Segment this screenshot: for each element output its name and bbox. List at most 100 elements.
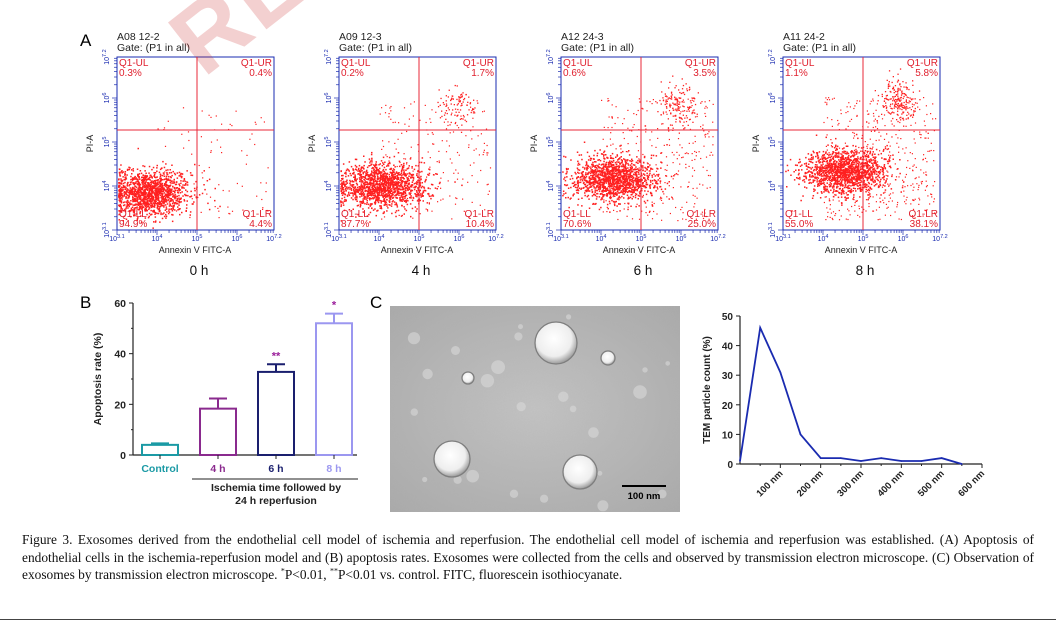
y-tick: 106: [102, 93, 111, 104]
quadrant-ll-value: 55.0%: [785, 219, 813, 230]
y-tick: 106: [768, 93, 777, 104]
y-tick-label: 104: [102, 181, 111, 192]
data-point: [880, 457, 882, 459]
quadrant-ur-value: 0.4%: [249, 68, 272, 79]
y-tick: 104: [324, 181, 333, 192]
exosome-vesicle-4: [600, 350, 616, 366]
quadrant-lr-label: Q1-LR: [243, 209, 272, 220]
data-point: [759, 327, 761, 329]
significance-marker: **: [272, 350, 281, 362]
data-point: [900, 460, 903, 462]
y-tick-label: 40: [722, 342, 734, 353]
panel-c-letter: C: [370, 293, 383, 312]
flow-plot-frame: [116, 56, 275, 231]
y-tick-label: 105: [546, 137, 555, 148]
x-axis-minor-ticks: [560, 230, 718, 235]
time-label: 6 h: [634, 263, 653, 278]
quadrant-ul-value: 0.3%: [119, 68, 142, 79]
quadrant-lr-label: Q1-LR: [465, 209, 494, 220]
x-tick-label: 104: [152, 234, 163, 243]
y-tick-label: 106: [768, 93, 777, 104]
bar-label: 6 h: [268, 463, 283, 475]
flow-sample-id: A11 24-2: [783, 31, 825, 43]
y-axis-label: Apoptosis rate (%): [92, 333, 104, 426]
y-tick-label: 10: [722, 430, 734, 441]
x-tick-label: 103.1: [553, 234, 568, 243]
flow-sample-id: A09 12-3: [339, 31, 382, 43]
figure-caption: Figure 3. Exosomes derived from the endo…: [22, 531, 1034, 584]
y-axis-label: PI-A: [85, 135, 95, 153]
quadrant-ur-label: Q1-UR: [907, 58, 938, 69]
y-tick: 107.2: [324, 49, 333, 64]
quadrant-ur-value: 3.5%: [693, 68, 716, 79]
x-tick-label: 103.1: [331, 234, 346, 243]
y-tick: 104: [768, 181, 777, 192]
x-tick-label: 105: [858, 234, 869, 243]
flow-plot-frame: [560, 56, 719, 231]
quadrant-ll-value: 94.9%: [119, 219, 147, 230]
y-axis-label: TEM particle count (%): [702, 336, 713, 444]
x-tick-label: 107.2: [488, 234, 503, 243]
x-tick-label: 400 nm: [876, 468, 907, 499]
x-axis-label: Annexin V FITC-A: [825, 245, 898, 255]
x-tick-label: 104: [596, 234, 607, 243]
data-point: [920, 460, 923, 462]
quadrant-ul-label: Q1-UL: [563, 58, 593, 69]
quadrant-ur-label: Q1-UR: [685, 58, 716, 69]
y-axis-minor-ticks: [778, 57, 783, 231]
y-axis-minor-ticks: [556, 57, 561, 231]
bar-label: Control: [141, 463, 178, 475]
quadrant-ur-label: Q1-UR: [241, 58, 272, 69]
bar-label: 4 h: [210, 463, 225, 475]
bar-label: 8 h: [326, 463, 341, 475]
y-tick-label: 104: [768, 181, 777, 192]
x-axis-label: Annexin V FITC-A: [381, 245, 454, 255]
x-tick-label: 104: [818, 234, 829, 243]
y-axis-minor-ticks: [334, 57, 339, 231]
quadrant-ul-value: 0.6%: [563, 68, 586, 79]
caption-text-b: P<0.01,: [284, 567, 330, 582]
significance-marker: *: [332, 300, 337, 312]
x-tick-label: 103.1: [775, 234, 790, 243]
y-tick-label: 103.1: [102, 222, 111, 237]
y-tick: 103.1: [102, 222, 111, 237]
y-axis-label: PI-A: [751, 135, 761, 153]
flow-sample-id: A12 24-3: [561, 31, 604, 43]
data-point: [739, 460, 741, 462]
data-point: [860, 460, 862, 462]
y-tick: 105: [768, 137, 777, 148]
tem-particle-size-chart: 0 10 20 30 40 50 TEM particle count (%) 100 nm 2…: [702, 312, 987, 499]
x-tick-label: 107.2: [266, 234, 281, 243]
quadrant-ul-value: 1.1%: [785, 68, 808, 79]
y-tick: 104: [102, 181, 111, 192]
y-tick-label: 105: [102, 137, 111, 148]
y-axis-label: PI-A: [307, 135, 317, 153]
exosome-vesicle-3: [562, 454, 598, 490]
x-tick-label: 105: [192, 234, 203, 243]
x-tick-label: 106: [676, 234, 687, 243]
y-tick: 104: [546, 181, 555, 192]
quadrant-ll-value: 87.7%: [341, 219, 369, 230]
caption-text-a: Figure 3. Exosomes derived from the endo…: [22, 532, 1034, 582]
y-tick-label: 0: [120, 450, 126, 462]
data-point: [779, 371, 782, 374]
exosome-vesicle-5: [461, 371, 475, 385]
flow-plot-frame: [338, 56, 497, 231]
x-tick-label: 100 nm: [755, 468, 786, 499]
y-tick: 106: [324, 93, 333, 104]
quadrant-lr-value: 10.4%: [466, 219, 494, 230]
exosome-vesicle-1: [534, 321, 578, 365]
y-tick: 103.1: [324, 222, 333, 237]
group-label-line2: 24 h reperfusion: [235, 495, 317, 507]
y-tick-label: 20: [114, 399, 126, 411]
flow-dot-cloud: [340, 84, 492, 223]
flow-plot-frame: [782, 56, 941, 231]
y-tick: 107.2: [546, 49, 555, 64]
y-tick-label: 103.1: [324, 222, 333, 237]
quadrant-ll-label: Q1-LL: [785, 209, 813, 220]
flow-gate-label: Gate: (P1 in all): [783, 42, 856, 54]
